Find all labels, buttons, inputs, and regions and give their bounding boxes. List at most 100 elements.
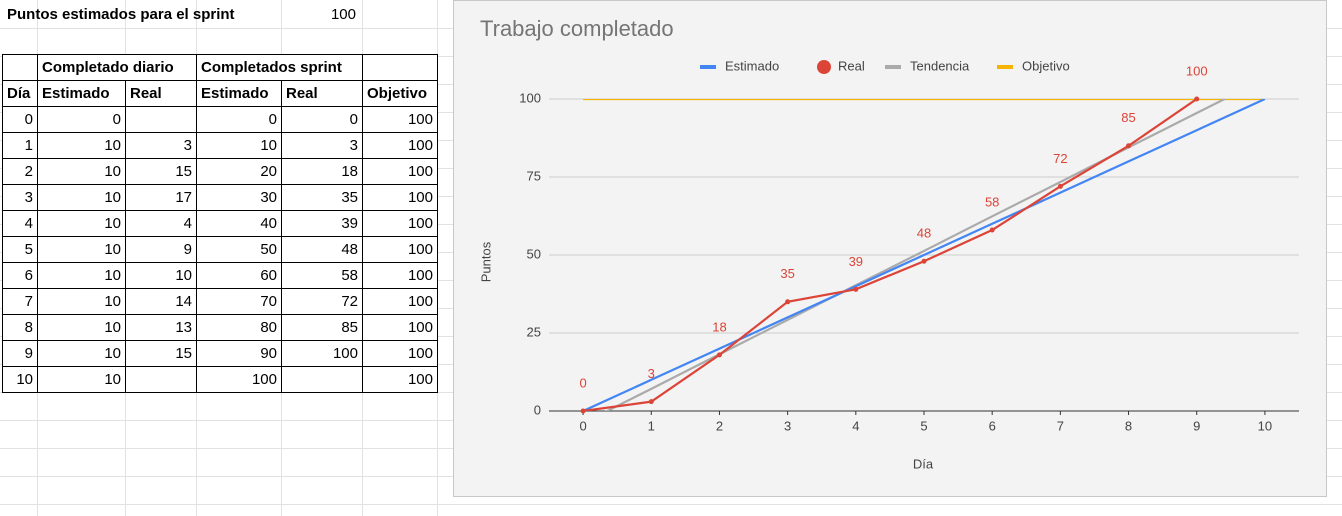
table-cell: 10 bbox=[37, 366, 126, 393]
table-cell: 9 bbox=[2, 340, 38, 367]
table-cell: 39 bbox=[281, 210, 363, 237]
table-cell: 6 bbox=[2, 262, 38, 289]
table-cell: 8 bbox=[2, 314, 38, 341]
table-cell: 10 bbox=[37, 236, 126, 263]
table-cell: 0 bbox=[2, 106, 38, 133]
table-cell: 5 bbox=[2, 236, 38, 263]
x-tick-label: 9 bbox=[1193, 418, 1200, 433]
data-label: 3 bbox=[648, 366, 655, 381]
table-cell: 15 bbox=[125, 158, 197, 185]
table-cell: 3 bbox=[281, 132, 363, 159]
table-cell: 100 bbox=[362, 314, 438, 341]
table-cell: 4 bbox=[125, 210, 197, 237]
table-cell: 9 bbox=[125, 236, 197, 263]
table-cell: 3 bbox=[125, 132, 197, 159]
point bbox=[1057, 183, 1063, 189]
column-header: Estimado bbox=[196, 80, 282, 107]
legend-label: Estimado bbox=[725, 58, 779, 73]
group-header: Completado diario bbox=[37, 54, 197, 81]
cell bbox=[362, 54, 438, 81]
table-cell: 40 bbox=[196, 210, 282, 237]
data-label: 0 bbox=[579, 375, 586, 390]
sprint-points: 100 bbox=[330, 6, 356, 23]
table-cell: 70 bbox=[196, 288, 282, 315]
table-cell: 100 bbox=[362, 210, 438, 237]
table-cell: 72 bbox=[281, 288, 363, 315]
table-cell: 100 bbox=[281, 340, 363, 367]
series-line bbox=[582, 99, 1266, 411]
table-cell: 0 bbox=[196, 106, 282, 133]
legend-label: Real bbox=[838, 58, 865, 73]
y-tick-label: 25 bbox=[527, 324, 541, 339]
x-tick-label: 1 bbox=[648, 418, 655, 433]
x-tick-label: 10 bbox=[1258, 418, 1272, 433]
table-cell: 100 bbox=[362, 236, 438, 263]
table-cell: 100 bbox=[362, 184, 438, 211]
table-cell: 60 bbox=[196, 262, 282, 289]
column-header: Real bbox=[125, 80, 197, 107]
table-cell bbox=[281, 366, 363, 393]
table-cell: 2 bbox=[2, 158, 38, 185]
cell bbox=[2, 54, 38, 81]
legend-label: Objetivo bbox=[1022, 58, 1070, 73]
table-cell: 48 bbox=[281, 236, 363, 263]
table-cell: 100 bbox=[362, 158, 438, 185]
table-cell: 13 bbox=[125, 314, 197, 341]
point bbox=[580, 408, 586, 414]
table-cell: 14 bbox=[125, 288, 197, 315]
x-tick-label: 6 bbox=[989, 418, 996, 433]
table-cell: 10 bbox=[37, 132, 126, 159]
table-cell: 10 bbox=[37, 210, 126, 237]
data-label: 48 bbox=[917, 226, 931, 241]
y-tick-label: 0 bbox=[534, 402, 541, 417]
data-label: 72 bbox=[1053, 151, 1067, 166]
x-tick-label: 3 bbox=[784, 418, 791, 433]
table-cell: 4 bbox=[2, 210, 38, 237]
data-label: 58 bbox=[985, 194, 999, 209]
point bbox=[853, 286, 859, 292]
series bbox=[582, 99, 1198, 411]
chart-title: Trabajo completado bbox=[480, 16, 674, 41]
sprint-label: Puntos estimados para el sprint bbox=[7, 6, 235, 23]
data-label: 18 bbox=[712, 319, 726, 334]
table-cell: 10 bbox=[125, 262, 197, 289]
table-cell: 90 bbox=[196, 340, 282, 367]
table-cell: 10 bbox=[196, 132, 282, 159]
table-cell: 20 bbox=[196, 158, 282, 185]
table-cell: 58 bbox=[281, 262, 363, 289]
table-cell: 10 bbox=[37, 184, 126, 211]
column-header: Objetivo bbox=[362, 80, 438, 107]
table-cell: 3 bbox=[2, 184, 38, 211]
column-header: Día bbox=[2, 80, 38, 107]
table-cell: 35 bbox=[281, 184, 363, 211]
y-axis-label: Puntos bbox=[478, 241, 493, 282]
point bbox=[989, 227, 995, 233]
x-tick-label: 0 bbox=[579, 418, 586, 433]
table-cell: 30 bbox=[196, 184, 282, 211]
point bbox=[785, 299, 791, 305]
group-header: Completados sprint bbox=[196, 54, 363, 81]
point bbox=[1126, 143, 1132, 149]
table-cell: 10 bbox=[37, 340, 126, 367]
point bbox=[1194, 96, 1200, 102]
x-axis-label: Día bbox=[913, 456, 934, 471]
point bbox=[648, 399, 654, 405]
x-tick-label: 4 bbox=[852, 418, 859, 433]
chart-background bbox=[453, 0, 1327, 497]
table-cell: 10 bbox=[37, 262, 126, 289]
y-tick-label: 100 bbox=[519, 90, 541, 105]
x-tick-label: 8 bbox=[1125, 418, 1132, 433]
table-cell: 7 bbox=[2, 288, 38, 315]
x-tick-label: 7 bbox=[1057, 418, 1064, 433]
legend-label: Tendencia bbox=[910, 58, 970, 73]
y-tick-label: 75 bbox=[527, 168, 541, 183]
table-cell: 10 bbox=[37, 288, 126, 315]
table-cell: 10 bbox=[37, 314, 126, 341]
table-cell: 10 bbox=[2, 366, 38, 393]
x-tick-label: 5 bbox=[920, 418, 927, 433]
column-header: Estimado bbox=[37, 80, 126, 107]
series-line bbox=[604, 99, 1228, 411]
y-tick-label: 50 bbox=[527, 246, 541, 261]
table-cell: 15 bbox=[125, 340, 197, 367]
